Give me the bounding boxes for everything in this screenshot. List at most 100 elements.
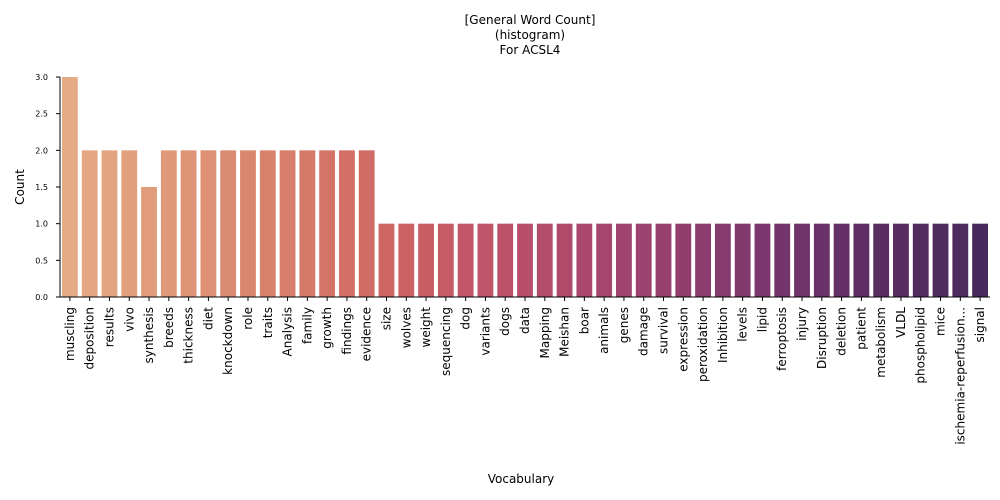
chart-title: [General Word Count] (histogram) For ACS… [465, 13, 596, 57]
x-tick-label: deletion [835, 307, 849, 356]
bar-vldl [893, 223, 909, 297]
x-tick-label: injury [795, 307, 809, 341]
bar-variants [477, 223, 494, 297]
bar-damage [635, 223, 652, 297]
bar-genes [616, 223, 632, 297]
bar-results [101, 150, 118, 297]
x-tick-label: results [102, 307, 116, 347]
bar-ischemia-reperfusion [952, 223, 969, 297]
bar-thickness [180, 150, 197, 297]
x-tick-label: role [241, 307, 255, 330]
y-axis-label: Count [13, 169, 27, 205]
bar-deposition [81, 150, 98, 297]
bar-lipid [754, 223, 771, 297]
x-tick-label: survival [657, 307, 671, 354]
x-tick-label: ischemia-reperfusion... [953, 307, 967, 445]
x-tick-label: lipid [755, 307, 769, 332]
bar-phospholipid [912, 223, 929, 297]
bar-data [517, 223, 533, 297]
bar-findings [339, 150, 355, 297]
y-tick-label: 0.0 [35, 293, 48, 302]
x-tick-label: damage [637, 307, 651, 356]
bar-synthesis [141, 187, 157, 297]
bar-family [299, 150, 316, 297]
bar-dog [457, 223, 474, 297]
x-tick-label: patient [854, 307, 868, 350]
y-tick-label: 2.5 [35, 110, 48, 119]
x-tick-label: findings [340, 307, 354, 355]
x-tick-label: data [518, 307, 532, 334]
bar-metabolism [873, 223, 890, 297]
x-tick-label: ferroptosis [775, 307, 789, 371]
bar-traits [259, 150, 276, 297]
bar-diet [200, 150, 217, 297]
x-tick-label: Meishan [558, 307, 572, 357]
x-tick-label: peroxidation [696, 307, 710, 382]
x-tick-label: boar [577, 307, 591, 334]
title-line-2: (histogram) [495, 28, 565, 42]
y-tick-label: 1.0 [35, 220, 48, 229]
y-tick-label: 2.0 [35, 146, 48, 155]
x-tick-label: animals [597, 307, 611, 354]
title-line-1: [General Word Count] [465, 13, 596, 27]
x-tick-label: synthesis [142, 307, 156, 364]
bar-survival [655, 223, 672, 297]
x-tick-label: signal [973, 307, 987, 343]
x-tick-label: size [379, 307, 393, 330]
x-tick-label: dogs [498, 307, 512, 336]
x-tick-label: evidence [360, 307, 374, 361]
bar-expression [675, 223, 692, 297]
x-tick-label: Mapping [538, 307, 552, 359]
x-tick-label: VLDL [894, 307, 908, 338]
bar-mice [932, 223, 949, 297]
x-tick-label: Inhibition [716, 307, 730, 363]
bar-peroxidation [695, 223, 711, 297]
x-tick-label: wolves [399, 307, 413, 348]
x-tick-label: Analysis [281, 307, 295, 356]
y-tick-label: 1.5 [35, 183, 48, 192]
x-tick-label: genes [617, 307, 631, 343]
bar-ferroptosis [774, 223, 791, 297]
x-tick-label: knockdown [221, 307, 235, 375]
bar-patient [853, 223, 870, 297]
bar-breeds [160, 150, 177, 297]
x-tick-label: phospholipid [914, 307, 928, 384]
x-tick-label: vivo [122, 307, 136, 332]
bar-size [378, 223, 395, 297]
bar-wolves [398, 223, 415, 297]
x-tick-label: levels [736, 307, 750, 342]
bar-growth [319, 150, 336, 297]
bar-levels [734, 223, 751, 297]
x-tick-label: diet [201, 307, 215, 330]
bar-evidence [358, 150, 375, 297]
bar-deletion [833, 223, 850, 297]
bar-animals [596, 223, 613, 297]
x-tick-label: weight [419, 307, 433, 348]
x-tick-label: family [300, 307, 314, 344]
x-tick-label: variants [478, 307, 492, 356]
bar-disruption [813, 223, 830, 297]
x-tick-label: deposition [83, 307, 97, 370]
bar-analysis [279, 150, 296, 297]
bar-weight [418, 223, 434, 297]
bar-vivo [121, 150, 138, 297]
y-tick-label: 3.0 [35, 73, 48, 82]
x-tick-label: sequencing [439, 307, 453, 376]
x-tick-label: Disruption [815, 307, 829, 369]
x-tick-label: muscling [63, 307, 77, 361]
x-tick-label: breeds [162, 307, 176, 348]
x-tick-label: expression [676, 307, 690, 372]
x-tick-label: traits [261, 307, 275, 338]
x-tick-label: thickness [182, 307, 196, 364]
bar-muscling [61, 77, 78, 297]
bar-injury [794, 223, 810, 297]
bar-meishan [556, 223, 573, 297]
x-tick-label: metabolism [874, 307, 888, 378]
bar-boar [576, 223, 593, 297]
x-tick-label: mice [934, 307, 948, 336]
x-tick-label: growth [320, 307, 334, 349]
bar-mapping [536, 223, 553, 297]
x-axis-ticks: muscling deposition results vivo synthesis br… [63, 297, 987, 445]
bar-dogs [497, 223, 514, 297]
